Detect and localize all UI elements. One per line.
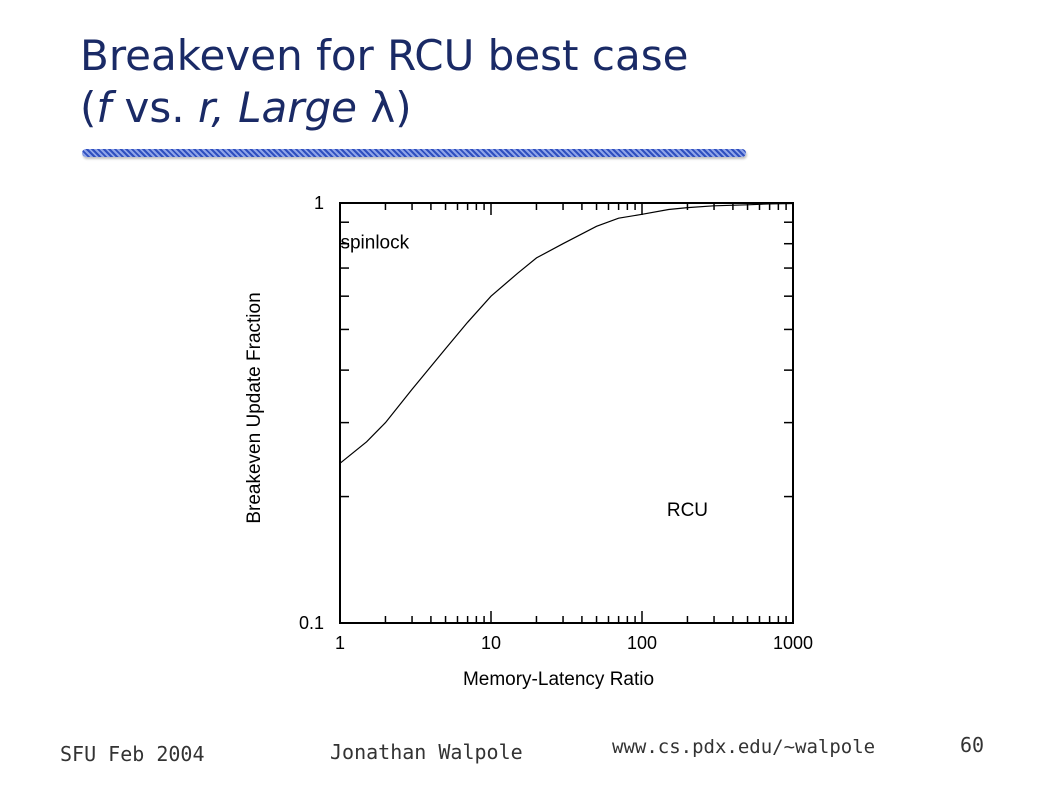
title-lambda: λ [370,83,396,132]
x-tick-label: 1 [335,633,345,653]
y-axis-label: Breakeven Update Fraction [244,292,265,523]
x-tick-label: 10 [481,633,501,653]
x-tick-label: 100 [627,633,657,653]
title-vs: vs. [111,83,198,132]
footer-date: SFU Feb 2004 [60,742,205,766]
title-r-large: r, Large [197,83,371,132]
footer-page-number: 60 [960,733,985,757]
title-f-var: f [96,83,112,132]
title-open-paren: ( [80,83,97,132]
annotation-rcu: RCU [667,500,708,521]
slide-title: Breakeven for RCU best case (f vs. r, La… [80,30,688,134]
footer-url: www.cs.pdx.edu/~walpole [612,736,876,758]
breakeven-chart: 1 10 100 1000 0.1 1 Memory-Latency Ratio Breake… [244,193,813,690]
x-axis-label: Memory-Latency Ratio [463,669,654,690]
chart-layer: 1 10 100 1000 0.1 1 Memory-Latency Ratio Breake… [244,193,813,690]
title-close-paren: ) [395,83,412,132]
title-line-1: Breakeven for RCU best case [80,31,689,80]
y-tick-label: 1 [314,193,324,213]
annotation-spinlock: spinlock [340,232,409,253]
x-tick-label: 1000 [773,633,813,653]
y-tick-label: 0.1 [299,613,324,633]
footer-author: Jonathan Walpole [330,740,523,764]
title-underline [82,149,746,157]
series-line-0 [339,202,794,464]
plot-frame [339,202,794,624]
title-line-2: (f vs. r, Large λ) [80,82,688,134]
